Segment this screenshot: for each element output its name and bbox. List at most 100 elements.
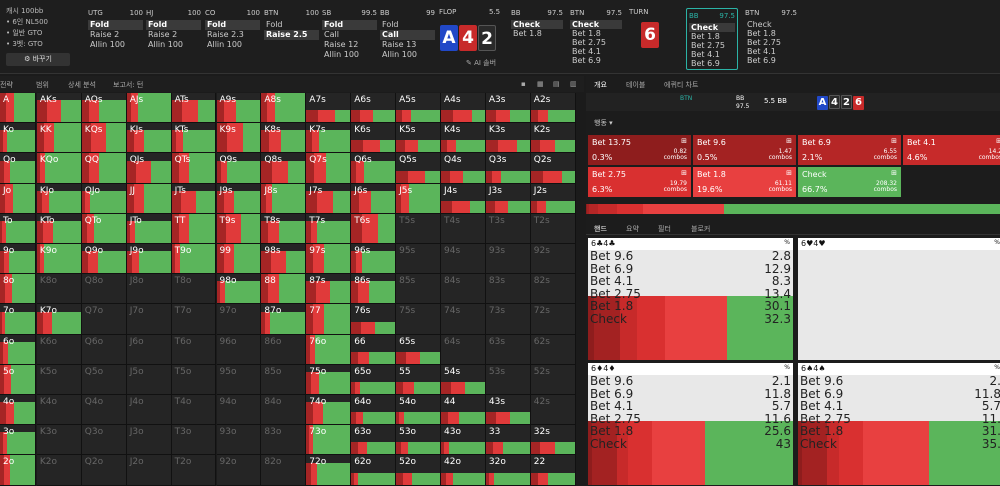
action-item[interactable]: Allin 100: [207, 40, 243, 49]
hand-cell[interactable]: 99: [216, 244, 262, 275]
hand-cell[interactable]: QJs: [126, 153, 172, 184]
hand-cell[interactable]: K6s: [351, 123, 397, 154]
hand-cell[interactable]: 77: [306, 304, 352, 335]
action-item[interactable]: Fold: [88, 20, 143, 30]
hand-cell[interactable]: Q7o: [81, 304, 127, 335]
hand-cell[interactable]: K4o: [36, 395, 82, 426]
action-item[interactable]: Bet 4.1: [747, 47, 776, 56]
expand-icon[interactable]: ⊞: [786, 137, 792, 145]
hand-cell[interactable]: 76o: [306, 334, 352, 365]
hand-cell[interactable]: 98s: [261, 244, 307, 275]
combo-panel[interactable]: 6♠4♠% Bet 9.6 2. Bet 6.9 11.8 Bet 4.1 5.7 Bet 2…: [798, 363, 1000, 485]
expand-icon[interactable]: ⊞: [681, 137, 687, 145]
hand-cell[interactable]: K7o: [36, 304, 82, 335]
action-item[interactable]: Bet 6.9: [747, 56, 776, 65]
hand-cell[interactable]: 74s: [441, 304, 486, 335]
action-item[interactable]: Fold: [146, 20, 201, 30]
hand-cell[interactable]: J4s: [441, 183, 486, 214]
combo-panel[interactable]: 6♣4♣% Bet 9.6 2.8 Bet 6.9 12.9 Bet 4.1 8.3 Bet …: [588, 238, 793, 360]
hand-cell[interactable]: 44: [441, 395, 486, 426]
strategy-action[interactable]: Bet 13.75 ⊞ 0.3% 0.82 combos: [588, 135, 691, 165]
tab-summary[interactable]: 요약: [626, 225, 639, 233]
hand-cell[interactable]: 84o: [261, 395, 307, 426]
hand-cell[interactable]: 8o: [0, 274, 36, 305]
hand-cell[interactable]: AJs: [126, 93, 172, 124]
hand-cell[interactable]: T6s: [351, 213, 397, 244]
hand-cell[interactable]: K8o: [36, 274, 82, 305]
action-item[interactable]: Raise 12: [324, 40, 359, 49]
hand-cell[interactable]: KJs: [126, 123, 172, 154]
action-item[interactable]: Fold: [322, 20, 377, 30]
hand-cell[interactable]: 98o: [216, 274, 262, 305]
hand-cell[interactable]: 55: [396, 364, 441, 395]
expand-icon[interactable]: ⊞: [996, 137, 1000, 145]
hand-cell[interactable]: T4o: [171, 395, 217, 426]
tab-strategy[interactable]: 전략: [0, 81, 13, 89]
hand-cell[interactable]: Q6o: [81, 334, 127, 365]
action-item[interactable]: Check: [689, 23, 735, 32]
tab-filter[interactable]: 필터: [658, 225, 671, 233]
hand-cell[interactable]: T3o: [171, 425, 217, 456]
action-item[interactable]: Allin 100: [90, 40, 126, 49]
hand-cell[interactable]: KK: [36, 123, 82, 154]
hand-cell[interactable]: 85s: [396, 274, 441, 305]
hand-cell[interactable]: A4s: [441, 93, 486, 124]
hand-cell[interactable]: 52o: [396, 455, 441, 486]
action-item[interactable]: Call: [324, 30, 339, 39]
hand-cell[interactable]: J9s: [216, 183, 262, 214]
actions-dropdown[interactable]: 행동 ▾: [594, 119, 613, 127]
strategy-action[interactable]: Bet 6.9 ⊞ 2.1% 6.55 combos: [798, 135, 901, 165]
action-item[interactable]: Raise 2.3: [207, 30, 244, 39]
hand-cell[interactable]: 52s: [530, 364, 576, 395]
hand-cell[interactable]: K6o: [36, 334, 82, 365]
hand-cell[interactable]: J5o: [126, 364, 172, 395]
hand-cell[interactable]: QTo: [81, 213, 127, 244]
tab-analysis[interactable]: 상세 분석: [68, 81, 96, 89]
hand-cell[interactable]: T8s: [261, 213, 307, 244]
hand-cell[interactable]: 65s: [396, 334, 441, 365]
hand-cell[interactable]: 93o: [216, 425, 262, 456]
hand-cell[interactable]: J5s: [396, 183, 441, 214]
hand-cell[interactable]: Q2o: [81, 455, 127, 486]
hand-cell[interactable]: 86s: [351, 274, 397, 305]
hand-cell[interactable]: To: [0, 213, 36, 244]
strategy-action[interactable]: Bet 2.75 ⊞ 6.3% 19.79 combos: [588, 167, 691, 197]
hand-cell[interactable]: 75s: [396, 304, 441, 335]
hand-cell[interactable]: T8o: [171, 274, 217, 305]
hand-cell[interactable]: 53o: [396, 425, 441, 456]
hand-cell[interactable]: Q7s: [306, 153, 352, 184]
action-item[interactable]: Check: [570, 20, 622, 29]
hand-cell[interactable]: T4s: [441, 213, 486, 244]
action-item[interactable]: Bet 6.9: [572, 56, 601, 65]
hand-cell[interactable]: 97o: [216, 304, 262, 335]
hand-cell[interactable]: 54s: [441, 364, 486, 395]
hand-cell[interactable]: Q5o: [81, 364, 127, 395]
hand-cell[interactable]: T2o: [171, 455, 217, 486]
hand-cell[interactable]: 84s: [441, 274, 486, 305]
hand-cell[interactable]: J8s: [261, 183, 307, 214]
hand-cell[interactable]: 92s: [530, 244, 576, 275]
combo-panel[interactable]: 6♥4♥%: [798, 238, 1000, 360]
hand-cell[interactable]: AQs: [81, 93, 127, 124]
hand-cell[interactable]: 88: [261, 274, 307, 305]
combo-panel[interactable]: 6♦4♦% Bet 9.6 2.1 Bet 6.9 11.8 Bet 4.1 5.7 Bet …: [588, 363, 793, 485]
hand-cell[interactable]: 63o: [351, 425, 397, 456]
hand-cell[interactable]: 72o: [306, 455, 352, 486]
hand-cell[interactable]: 87o: [261, 304, 307, 335]
hand-cell[interactable]: 64s: [441, 334, 486, 365]
action-item[interactable]: Fold: [266, 20, 283, 29]
expand-icon[interactable]: ⊞: [681, 169, 687, 177]
hand-cell[interactable]: T7o: [171, 304, 217, 335]
hand-cell[interactable]: T7s: [306, 213, 352, 244]
hand-cell[interactable]: A2s: [530, 93, 576, 124]
action-item[interactable]: Allin 100: [324, 50, 360, 59]
hand-cell[interactable]: J6s: [351, 183, 397, 214]
action-item[interactable]: Check: [747, 20, 772, 29]
hand-cell[interactable]: A8s: [261, 93, 307, 124]
action-item[interactable]: Allin 100: [382, 50, 418, 59]
hand-cell[interactable]: KJo: [36, 183, 82, 214]
hand-cell[interactable]: J8o: [126, 274, 172, 305]
hand-cell[interactable]: ATs: [171, 93, 217, 124]
action-item[interactable]: Raise 2: [148, 30, 178, 39]
hand-cell[interactable]: QQ: [81, 153, 127, 184]
